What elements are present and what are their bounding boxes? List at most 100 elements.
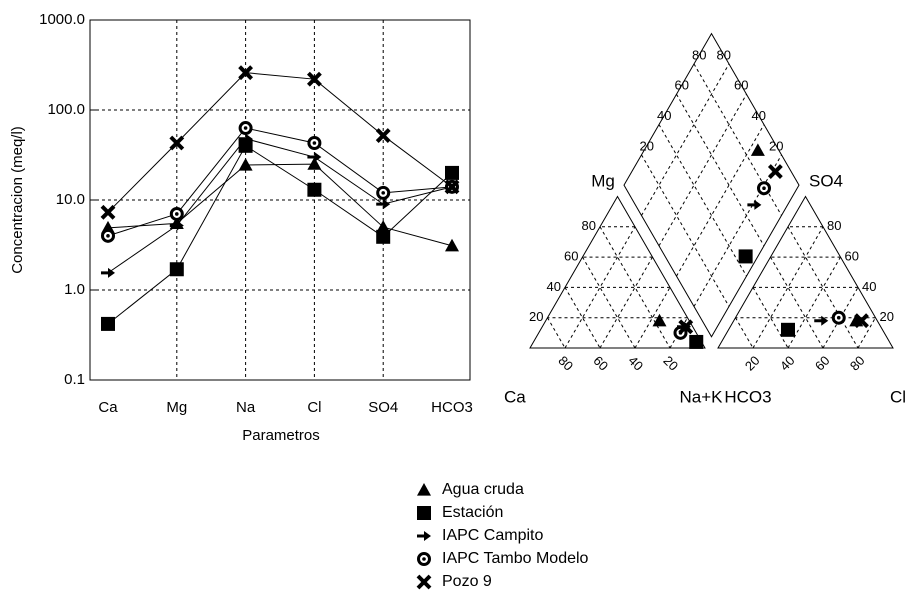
marker xyxy=(101,228,115,243)
arrow-marker xyxy=(238,133,253,144)
cross-marker xyxy=(678,319,694,335)
square-marker xyxy=(781,322,795,337)
cation-label: Mg xyxy=(591,171,615,190)
cross-marker xyxy=(169,135,185,151)
marker xyxy=(831,310,846,325)
cross-marker xyxy=(767,164,783,179)
marker xyxy=(169,135,185,151)
ring-center xyxy=(422,557,426,561)
x-tick-label: HCO3 xyxy=(431,399,473,416)
arrow-marker xyxy=(169,220,184,231)
cl-tick-label: 60 xyxy=(812,353,833,374)
triangle-marker xyxy=(652,313,667,327)
marker xyxy=(101,316,115,331)
so4-tick-label: 80 xyxy=(827,218,841,233)
cation-label: Na+K xyxy=(680,387,724,406)
ca-tick-label: 80 xyxy=(555,353,576,374)
legend-marker xyxy=(417,531,431,541)
cl-tick-label: 20 xyxy=(742,353,763,374)
x-tick-label: Ca xyxy=(98,399,118,416)
diamond-right-tick-label: 20 xyxy=(640,138,654,153)
diamond-grid-line xyxy=(658,124,747,277)
marker xyxy=(307,157,322,170)
ring-center xyxy=(381,191,386,195)
cross-marker xyxy=(416,574,432,590)
cross-marker xyxy=(238,65,254,81)
arrow-marker xyxy=(747,199,762,210)
cross-marker xyxy=(444,179,460,195)
marker xyxy=(375,128,391,143)
ternary-grid-line xyxy=(547,317,566,349)
marker xyxy=(652,313,667,327)
mg-tick-label: 20 xyxy=(529,309,543,324)
marker xyxy=(757,181,771,196)
anion-label: Cl xyxy=(890,387,906,406)
square-marker xyxy=(238,138,253,153)
arrow-marker xyxy=(307,152,322,163)
square-marker xyxy=(376,229,391,244)
y-tick-label: 100.0 xyxy=(47,101,85,118)
square-marker xyxy=(738,249,753,264)
marker xyxy=(767,164,783,179)
diamond-grid-line xyxy=(641,154,730,307)
cross-marker xyxy=(375,128,391,143)
y-axis-label: Concentracion (meq/l) xyxy=(9,126,26,274)
cl-tick-label: 40 xyxy=(777,353,798,374)
ring-center xyxy=(762,186,766,191)
ternary-grid-line xyxy=(787,256,841,349)
marker xyxy=(307,182,322,197)
series-line xyxy=(107,138,453,274)
marker xyxy=(306,71,322,87)
marker xyxy=(376,229,391,244)
marker xyxy=(750,143,765,156)
triangle-marker xyxy=(417,483,431,496)
ring-center xyxy=(175,212,179,216)
series-line xyxy=(107,72,453,213)
cross-marker xyxy=(854,313,869,329)
ca-tick-label: 40 xyxy=(625,353,646,374)
cation-label: Ca xyxy=(504,387,526,406)
marker xyxy=(169,206,184,221)
legend-marker xyxy=(417,552,431,566)
mg-tick-label: 40 xyxy=(547,279,561,294)
diamond-right-tick-label: 80 xyxy=(692,47,706,62)
diamond-grid-line xyxy=(658,94,747,247)
ring-center xyxy=(106,234,110,238)
marker xyxy=(678,319,694,335)
marker xyxy=(376,199,391,210)
diamond-grid-line xyxy=(676,124,765,277)
y-tick-label: 0.1 xyxy=(64,371,85,388)
y-tick-label: 10.0 xyxy=(56,191,85,208)
marker xyxy=(854,313,869,329)
ternary-grid-line xyxy=(752,226,824,349)
marker xyxy=(101,267,115,278)
legend-marker xyxy=(417,506,431,520)
triangle-marker xyxy=(445,238,459,252)
diamond-right-tick-label: 60 xyxy=(675,78,689,93)
anion-label: SO4 xyxy=(809,171,843,190)
ternary-grid-line xyxy=(582,256,636,349)
series-line xyxy=(107,145,453,325)
marker xyxy=(238,65,254,81)
cross-marker xyxy=(100,204,116,220)
diamond-left-tick-label: 20 xyxy=(769,138,783,153)
x-axis-label: Parametros xyxy=(242,427,320,444)
square-marker xyxy=(169,262,184,277)
ca-tick-label: 60 xyxy=(590,353,611,374)
ternary-grid-line xyxy=(787,226,859,349)
marker xyxy=(169,262,184,277)
legend-label: IAPC Campito xyxy=(442,527,543,544)
arrow-marker xyxy=(101,267,115,278)
marker xyxy=(376,185,391,200)
ring-center xyxy=(243,126,248,130)
arrow-marker xyxy=(376,199,391,210)
marker xyxy=(445,238,459,252)
mg-tick-label: 80 xyxy=(582,218,596,233)
x-tick-label: Na xyxy=(236,399,256,416)
marker xyxy=(747,199,762,210)
so4-tick-label: 40 xyxy=(862,279,876,294)
marker xyxy=(238,133,253,144)
x-tick-label: Cl xyxy=(307,399,321,416)
